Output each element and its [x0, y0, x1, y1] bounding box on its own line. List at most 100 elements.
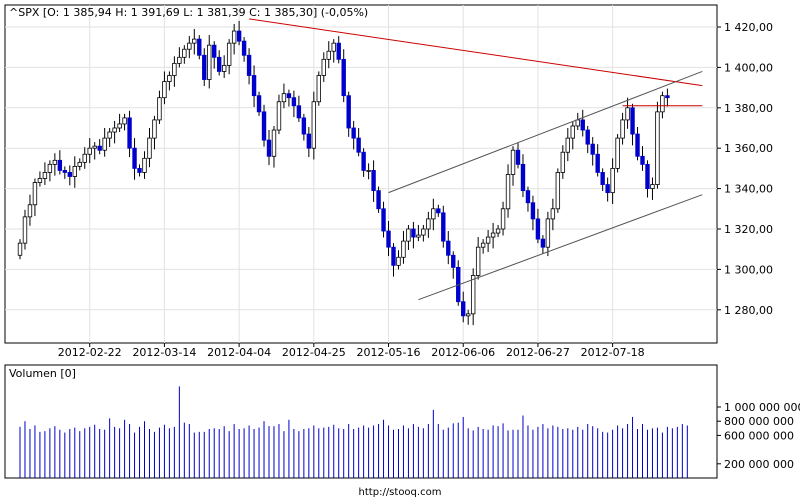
candle-up	[47, 163, 53, 173]
candle-down	[256, 95, 262, 113]
candle-up	[406, 228, 411, 242]
candle-up	[485, 236, 491, 244]
date-tick-label: 2012-07-18	[581, 346, 645, 359]
candle-up	[72, 165, 77, 177]
candle-up	[431, 208, 436, 220]
candle-up	[311, 101, 317, 149]
candle-up	[276, 101, 282, 131]
candle-down	[515, 149, 521, 165]
candle-down	[461, 301, 466, 317]
candle-up	[610, 167, 615, 194]
candle-up	[331, 42, 336, 52]
candle-up	[226, 42, 232, 66]
candle-up	[625, 107, 630, 121]
price-y-tick-label: 1 280,00	[724, 304, 773, 317]
candle-down	[411, 228, 416, 238]
candle-up	[162, 81, 167, 99]
candle-up	[480, 242, 486, 248]
price-y-tick-label: 1 320,00	[724, 223, 773, 236]
date-tick-label: 2012-02-22	[58, 346, 122, 359]
candle-up	[17, 242, 23, 256]
date-tick-label: 2012-03-14	[132, 346, 196, 359]
candle-up	[117, 123, 122, 129]
date-tick-label: 2012-04-04	[207, 346, 271, 359]
candle-down	[520, 163, 526, 192]
trend-line-channel-top	[388, 70, 703, 194]
candle-up	[475, 246, 481, 276]
date-tick-label: 2012-06-27	[506, 346, 570, 359]
footer-url[interactable]: http://stooq.com	[359, 487, 442, 498]
candle-up	[192, 38, 197, 44]
candle-down	[291, 97, 297, 107]
candle-down	[202, 54, 207, 80]
trend-line-channel-bottom	[418, 194, 703, 301]
candle-up	[615, 137, 620, 169]
candle-up	[465, 313, 471, 317]
candle-down	[535, 218, 541, 240]
candle-down	[381, 208, 386, 232]
volume-y-tick-label: 1 000 000 000	[724, 401, 800, 414]
price-y-tick-label: 1 400,00	[724, 61, 773, 74]
candle-up	[490, 232, 496, 238]
price-y-tick-label: 1 420,00	[724, 21, 773, 34]
candle-up	[560, 151, 566, 173]
candle-up	[147, 137, 152, 159]
candle-down	[446, 240, 451, 256]
volume-y-tick-label: 800 000 000	[724, 415, 794, 428]
candle-up	[92, 145, 97, 149]
candle-down	[356, 137, 361, 153]
candle-down	[236, 30, 242, 42]
candle-up	[52, 159, 58, 165]
candle-down	[640, 155, 645, 165]
candle-down	[346, 95, 351, 129]
candle-up	[316, 75, 321, 103]
candle-down	[301, 117, 307, 135]
volume-y-tick-label: 200 000 000	[724, 458, 794, 471]
candle-up	[231, 30, 237, 44]
candle-down	[57, 159, 63, 171]
candle-up	[37, 178, 43, 183]
candle-down	[137, 167, 142, 173]
candle-down	[585, 129, 590, 145]
candle-up	[177, 56, 182, 64]
candle-down	[371, 170, 376, 192]
candle-up	[207, 44, 212, 80]
candle-down	[630, 107, 635, 135]
candle-down	[336, 42, 341, 60]
candle-up	[500, 208, 506, 230]
candle-down	[590, 143, 595, 155]
candle-down	[580, 119, 585, 131]
candle-down	[376, 190, 381, 210]
trend-lines	[249, 18, 703, 301]
candle-up	[77, 161, 82, 167]
candle-up	[396, 256, 401, 266]
candle-up	[470, 275, 476, 315]
candle-up	[112, 127, 117, 133]
candle-down	[127, 117, 132, 149]
candle-up	[107, 131, 112, 139]
candle-up	[281, 93, 287, 103]
price-chart-title: ^SPX [O: 1 385,94 H: 1 391,69 L: 1 381,3…	[9, 6, 368, 19]
candle-down	[216, 56, 222, 72]
volume-bars	[19, 386, 688, 478]
candle-up	[87, 147, 92, 155]
price-y-tick-label: 1 300,00	[724, 263, 773, 276]
candle-down	[351, 127, 356, 139]
date-tick-label: 2012-06-06	[431, 346, 495, 359]
candle-down	[391, 246, 396, 266]
candle-up	[570, 125, 575, 139]
date-tick-label: 2012-04-25	[282, 346, 346, 359]
candle-up	[221, 64, 227, 72]
price-candles	[17, 20, 670, 326]
candle-up	[401, 240, 406, 258]
candle-up	[495, 228, 501, 234]
candle-down	[246, 54, 252, 76]
candle-up	[505, 174, 511, 210]
candle-up	[510, 149, 516, 175]
candle-down	[386, 230, 391, 248]
candle-up	[167, 75, 172, 82]
volume-chart-title: Volumen [0]	[9, 367, 76, 380]
candle-down	[241, 40, 247, 56]
candle-down	[605, 184, 610, 194]
